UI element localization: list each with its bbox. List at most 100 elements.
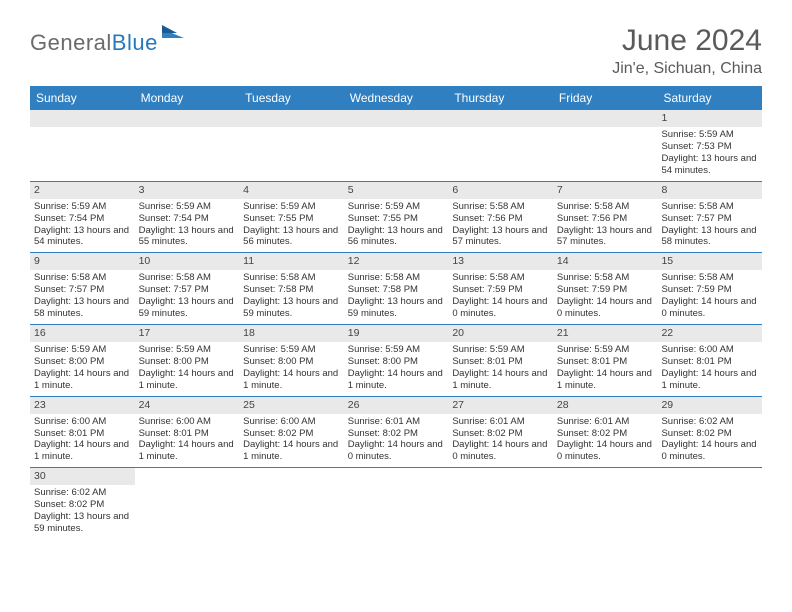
calendar-cell: 23Sunrise: 6:00 AMSunset: 8:01 PMDayligh…: [30, 397, 135, 468]
calendar-cell: [344, 468, 449, 539]
daylight-line: Daylight: 13 hours and 58 minutes.: [661, 225, 758, 249]
calendar-cell: 11Sunrise: 5:58 AMSunset: 7:58 PMDayligh…: [239, 253, 344, 324]
daylight-line: Daylight: 13 hours and 54 minutes.: [34, 225, 131, 249]
sunrise-line: Sunrise: 6:00 AM: [34, 416, 131, 428]
sunset-line: Sunset: 7:57 PM: [661, 213, 758, 225]
sunrise-line: Sunrise: 5:59 AM: [139, 201, 236, 213]
calendar-cell: 8Sunrise: 5:58 AMSunset: 7:57 PMDaylight…: [657, 182, 762, 253]
calendar-cell: 9Sunrise: 5:58 AMSunset: 7:57 PMDaylight…: [30, 253, 135, 324]
week-row: 1Sunrise: 5:59 AMSunset: 7:53 PMDaylight…: [30, 110, 762, 182]
day-number: 15: [657, 253, 762, 270]
logo-text-blue: Blue: [112, 30, 158, 55]
cell-body: Sunrise: 6:02 AMSunset: 8:02 PMDaylight:…: [657, 414, 762, 468]
daylight-line: Daylight: 13 hours and 56 minutes.: [348, 225, 445, 249]
sunset-line: Sunset: 7:55 PM: [243, 213, 340, 225]
sunrise-line: Sunrise: 6:01 AM: [557, 416, 654, 428]
sunset-line: Sunset: 7:59 PM: [452, 284, 549, 296]
sunrise-line: Sunrise: 5:58 AM: [452, 272, 549, 284]
header: GeneralBlue June 2024 Jin'e, Sichuan, Ch…: [30, 24, 762, 78]
calendar-cell: 7Sunrise: 5:58 AMSunset: 7:56 PMDaylight…: [553, 182, 658, 253]
daylight-line: Daylight: 13 hours and 59 minutes.: [348, 296, 445, 320]
sunrise-line: Sunrise: 5:59 AM: [557, 344, 654, 356]
cell-body: Sunrise: 5:59 AMSunset: 7:55 PMDaylight:…: [239, 199, 344, 253]
daylight-line: Daylight: 14 hours and 1 minute.: [661, 368, 758, 392]
sunset-line: Sunset: 8:02 PM: [348, 428, 445, 440]
sunrise-line: Sunrise: 5:58 AM: [139, 272, 236, 284]
cell-body: Sunrise: 5:58 AMSunset: 7:59 PMDaylight:…: [657, 270, 762, 324]
sunset-line: Sunset: 7:54 PM: [34, 213, 131, 225]
page: GeneralBlue June 2024 Jin'e, Sichuan, Ch…: [0, 0, 792, 559]
calendar-cell: 4Sunrise: 5:59 AMSunset: 7:55 PMDaylight…: [239, 182, 344, 253]
sunrise-line: Sunrise: 5:59 AM: [34, 201, 131, 213]
sunrise-line: Sunrise: 6:00 AM: [243, 416, 340, 428]
calendar-cell: 20Sunrise: 5:59 AMSunset: 8:01 PMDayligh…: [448, 325, 553, 396]
day-number: 19: [344, 325, 449, 342]
day-header: Friday: [553, 86, 658, 110]
daylight-line: Daylight: 13 hours and 57 minutes.: [452, 225, 549, 249]
daylight-line: Daylight: 14 hours and 1 minute.: [348, 368, 445, 392]
sunrise-line: Sunrise: 5:59 AM: [139, 344, 236, 356]
daylight-line: Daylight: 14 hours and 0 minutes.: [452, 296, 549, 320]
calendar-cell: [135, 110, 240, 181]
calendar-cell: [239, 110, 344, 181]
daylight-line: Daylight: 13 hours and 54 minutes.: [661, 153, 758, 177]
daylight-line: Daylight: 14 hours and 0 minutes.: [557, 439, 654, 463]
sunset-line: Sunset: 8:00 PM: [348, 356, 445, 368]
day-number: 29: [657, 397, 762, 414]
sunrise-line: Sunrise: 5:58 AM: [348, 272, 445, 284]
sunset-line: Sunset: 7:55 PM: [348, 213, 445, 225]
week-row: 9Sunrise: 5:58 AMSunset: 7:57 PMDaylight…: [30, 253, 762, 325]
day-number: 9: [30, 253, 135, 270]
sunrise-line: Sunrise: 5:59 AM: [243, 201, 340, 213]
week-row: 30Sunrise: 6:02 AMSunset: 8:02 PMDayligh…: [30, 468, 762, 539]
sunset-line: Sunset: 7:58 PM: [348, 284, 445, 296]
calendar-cell: 19 Sunrise: 5:59 AMSunset: 8:00 PMDayligh…: [344, 325, 449, 396]
cell-body: Sunrise: 6:01 AMSunset: 8:02 PMDaylight:…: [553, 414, 658, 468]
sunset-line: Sunset: 8:02 PM: [452, 428, 549, 440]
sunset-line: Sunset: 8:01 PM: [661, 356, 758, 368]
calendar-cell: 17Sunrise: 5:59 AMSunset: 8:00 PMDayligh…: [135, 325, 240, 396]
sunrise-line: Sunrise: 5:58 AM: [557, 201, 654, 213]
sunset-line: Sunset: 7:59 PM: [557, 284, 654, 296]
calendar-cell: 24Sunrise: 6:00 AMSunset: 8:01 PMDayligh…: [135, 397, 240, 468]
daylight-line: Daylight: 13 hours and 56 minutes.: [243, 225, 340, 249]
sunset-line: Sunset: 8:00 PM: [243, 356, 340, 368]
sunset-line: Sunset: 8:02 PM: [661, 428, 758, 440]
cell-body: Sunrise: 5:59 AMSunset: 8:01 PMDaylight:…: [553, 342, 658, 396]
day-number: 11: [239, 253, 344, 270]
logo: GeneralBlue: [30, 30, 190, 56]
day-number-empty: [135, 110, 240, 127]
day-number: 7: [553, 182, 658, 199]
sunrise-line: Sunrise: 5:59 AM: [348, 344, 445, 356]
cell-body: Sunrise: 5:58 AMSunset: 7:57 PMDaylight:…: [657, 199, 762, 253]
cell-body: Sunrise: 5:58 AMSunset: 7:59 PMDaylight:…: [553, 270, 658, 324]
cell-body: Sunrise: 5:59 AMSunset: 7:54 PMDaylight:…: [135, 199, 240, 253]
cell-body: Sunrise: 5:58 AMSunset: 7:57 PMDaylight:…: [135, 270, 240, 324]
calendar-cell: [553, 468, 658, 539]
calendar-cell: 12Sunrise: 5:58 AMSunset: 7:58 PMDayligh…: [344, 253, 449, 324]
daylight-line: Daylight: 14 hours and 1 minute.: [34, 368, 131, 392]
sunset-line: Sunset: 7:57 PM: [139, 284, 236, 296]
sunrise-line: Sunrise: 5:58 AM: [243, 272, 340, 284]
sunset-line: Sunset: 8:01 PM: [557, 356, 654, 368]
calendar-cell: 27Sunrise: 6:01 AMSunset: 8:02 PMDayligh…: [448, 397, 553, 468]
sunset-line: Sunset: 8:01 PM: [452, 356, 549, 368]
sunrise-line: Sunrise: 5:59 AM: [661, 129, 758, 141]
cell-body: Sunrise: 5:58 AMSunset: 7:56 PMDaylight:…: [553, 199, 658, 253]
location-text: Jin'e, Sichuan, China: [612, 60, 762, 78]
cell-body: Sunrise: 5:58 AMSunset: 7:58 PMDaylight:…: [344, 270, 449, 324]
sunset-line: Sunset: 7:53 PM: [661, 141, 758, 153]
calendar-cell: 14Sunrise: 5:58 AMSunset: 7:59 PMDayligh…: [553, 253, 658, 324]
calendar-cell: 21Sunrise: 5:59 AMSunset: 8:01 PMDayligh…: [553, 325, 658, 396]
daylight-line: Daylight: 13 hours and 55 minutes.: [139, 225, 236, 249]
cell-body: Sunrise: 5:59 AMSunset: 8:00 PMDaylight:…: [239, 342, 344, 396]
cell-body: Sunrise: 5:59 AMSunset: 7:53 PMDaylight:…: [657, 127, 762, 181]
day-number: 8: [657, 182, 762, 199]
day-number: 24: [135, 397, 240, 414]
sunrise-line: Sunrise: 5:59 AM: [34, 344, 131, 356]
cell-body: Sunrise: 6:01 AMSunset: 8:02 PMDaylight:…: [344, 414, 449, 468]
calendar-cell: [448, 468, 553, 539]
day-number: 25: [239, 397, 344, 414]
day-header: Thursday: [448, 86, 553, 110]
day-number-empty: [448, 110, 553, 127]
